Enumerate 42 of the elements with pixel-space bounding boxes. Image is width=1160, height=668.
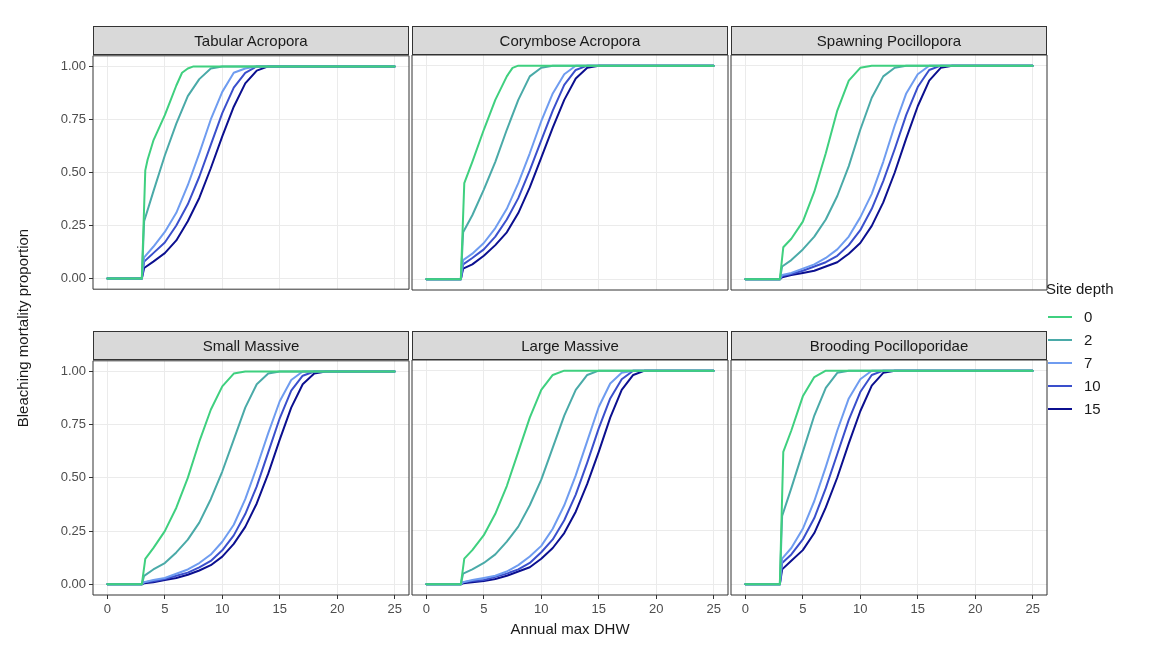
y-tick-label: 0.75 bbox=[60, 416, 86, 432]
legend-label: 7 bbox=[1084, 354, 1093, 371]
y-tick-label: 1.00 bbox=[60, 57, 86, 73]
x-tick-label: 15 bbox=[272, 601, 287, 617]
y-tick-label: 0.25 bbox=[60, 522, 86, 538]
x-tick-label: 0 bbox=[103, 601, 111, 617]
x-tick-label: 10 bbox=[853, 601, 868, 617]
x-tick-label: 5 bbox=[799, 601, 807, 617]
x-tick-label: 10 bbox=[215, 601, 230, 617]
chart-title: Tabular Acropora bbox=[194, 32, 308, 49]
x-tick-label: 15 bbox=[910, 601, 925, 617]
y-tick-label: 0.00 bbox=[60, 575, 86, 591]
x-tick-label: 5 bbox=[161, 601, 169, 617]
chart-title: Large Massive bbox=[521, 337, 619, 354]
chart-title: Corymbose Acropora bbox=[499, 32, 641, 49]
x-tick-label: 0 bbox=[422, 601, 430, 617]
legend-label: 15 bbox=[1084, 400, 1101, 417]
chart-title: Small Massive bbox=[202, 337, 300, 354]
x-tick-label: 0 bbox=[741, 601, 749, 617]
legend-label: 10 bbox=[1084, 377, 1101, 394]
y-tick-label: 0.50 bbox=[60, 164, 86, 180]
x-tick-label: 15 bbox=[591, 601, 606, 617]
chart-title: Brooding Pocilloporidae bbox=[809, 337, 969, 354]
legend-title: Site depth bbox=[1046, 280, 1114, 297]
x-tick-label: 20 bbox=[967, 601, 983, 617]
legend-label: 2 bbox=[1084, 331, 1093, 348]
y-tick-label: 1.00 bbox=[60, 363, 86, 379]
legend-label: 0 bbox=[1084, 308, 1093, 325]
x-tick-label: 25 bbox=[387, 601, 402, 617]
x-tick-label: 20 bbox=[329, 601, 345, 617]
x-tick-label: 20 bbox=[648, 601, 664, 617]
y-axis-title: Bleaching mortality proportion bbox=[13, 228, 31, 428]
y-tick-label: 0.00 bbox=[60, 270, 86, 286]
y-tick-label: 0.50 bbox=[60, 469, 86, 485]
x-tick-label: 25 bbox=[706, 601, 721, 617]
x-tick-label: 10 bbox=[534, 601, 549, 617]
chart-title: Spawning Pocillopora bbox=[816, 32, 962, 49]
x-tick-label: 5 bbox=[480, 601, 488, 617]
x-tick-label: 25 bbox=[1025, 601, 1040, 617]
x-axis-title: Annual max DHW bbox=[509, 620, 631, 637]
y-tick-label: 0.75 bbox=[60, 111, 86, 127]
y-tick-label: 0.25 bbox=[60, 217, 86, 233]
